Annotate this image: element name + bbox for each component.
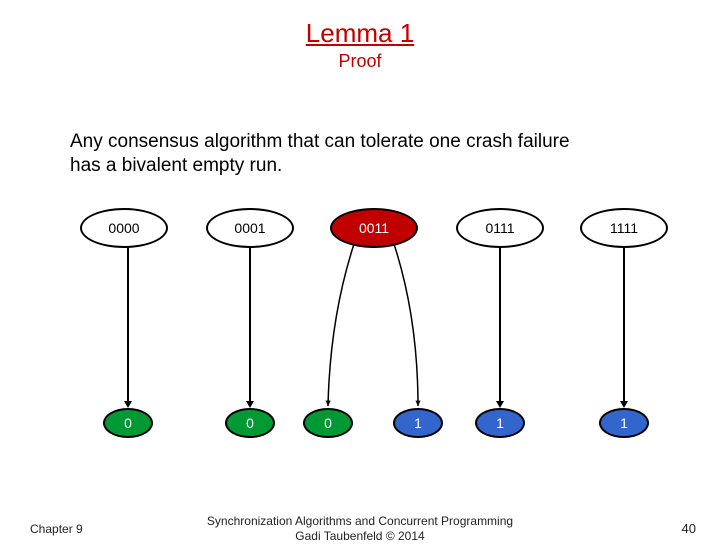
statement-line-1: Any consensus algorithm that can tolerat… <box>70 130 660 154</box>
citation-line-1: Synchronization Algorithms and Concurren… <box>0 514 720 529</box>
proof-diagram: 00000001001101111111000111 <box>0 208 720 468</box>
lemma-subtitle: Proof <box>0 51 720 72</box>
curved-arrow <box>0 208 720 468</box>
lemma-title: Lemma 1 <box>0 18 720 49</box>
citation-line-2: Gadi Taubenfeld © 2014 <box>0 529 720 544</box>
statement-line-2: has a bivalent empty run. <box>70 154 660 178</box>
lemma-statement: Any consensus algorithm that can tolerat… <box>70 130 660 178</box>
page-number: 40 <box>682 521 696 536</box>
